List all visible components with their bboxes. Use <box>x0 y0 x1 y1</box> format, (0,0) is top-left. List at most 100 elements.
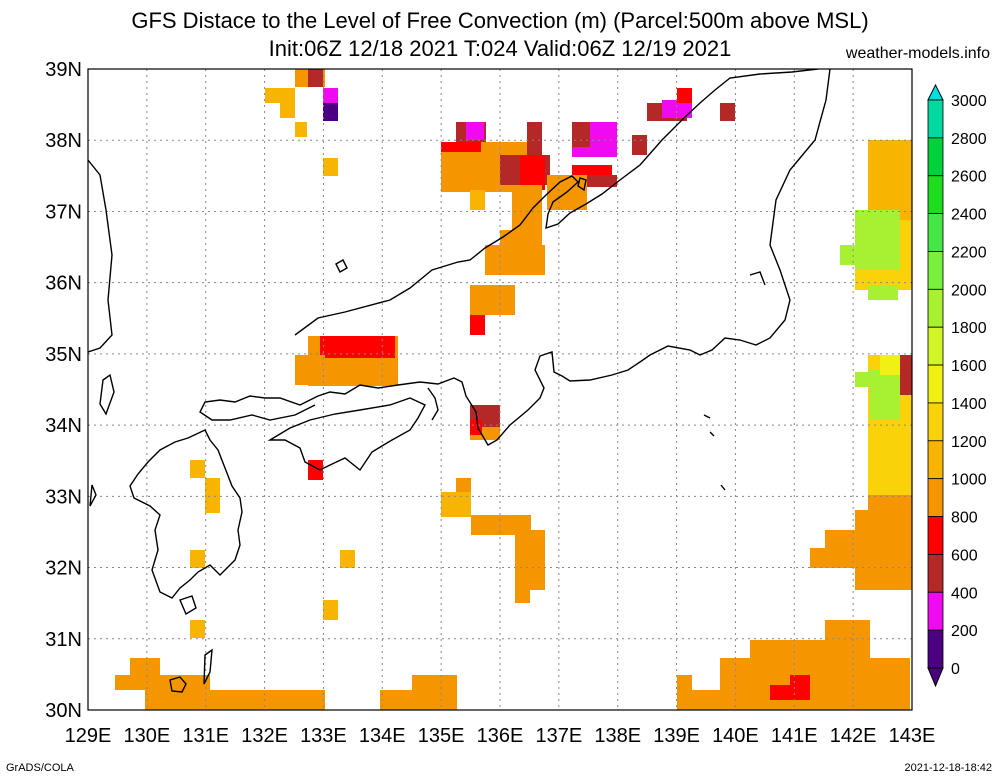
field-cell <box>308 69 323 87</box>
legend-label: 1800 <box>951 320 987 337</box>
field-cell <box>868 140 912 220</box>
oki-island-coastline <box>335 259 348 273</box>
field-cell <box>340 550 355 568</box>
field-cell <box>632 135 647 155</box>
field-cell <box>677 675 692 710</box>
lon-label: 130E <box>123 725 170 747</box>
kii-peninsula-coastline <box>427 387 439 421</box>
lat-label: 31N <box>45 629 82 651</box>
legend-label: 1400 <box>951 396 987 413</box>
lat-lon-grid <box>88 69 912 710</box>
field-cell <box>790 675 810 695</box>
field-cell <box>190 460 205 478</box>
field-cell <box>880 355 900 375</box>
izu-islands-coastline <box>703 414 726 491</box>
lon-label: 143E <box>889 725 936 747</box>
field-cell <box>320 336 395 358</box>
field-cell <box>572 122 590 147</box>
field-cell <box>527 122 542 157</box>
lon-label: 142E <box>830 725 877 747</box>
field-cell <box>520 155 545 190</box>
software-credit: GrADS/COLA <box>6 762 74 774</box>
lon-label: 129E <box>65 725 112 747</box>
lon-label: 136E <box>477 725 524 747</box>
legend-swatch <box>927 326 944 366</box>
legend-label: 800 <box>951 510 978 527</box>
lat-label: 34N <box>45 415 82 437</box>
legend-swatch <box>927 213 944 252</box>
site-credit: weather-models.info <box>845 45 990 62</box>
field-cell <box>500 230 530 260</box>
legend-label: 1000 <box>951 472 987 489</box>
lon-label: 131E <box>182 725 229 747</box>
legend-swatch <box>927 629 944 669</box>
korea-coastline <box>88 159 113 353</box>
legend-swatch <box>927 175 944 215</box>
legend-label: 0 <box>951 661 960 678</box>
color-legend: 3000280026002400220020001800160014001200… <box>927 83 987 688</box>
longitude-labels: 129E 130E 131E 132E 133E 134E 135E 136E 137E 138E… <box>65 725 936 747</box>
legend-swatch <box>927 554 944 593</box>
legend-swatch <box>927 440 944 480</box>
field-cell <box>515 530 545 590</box>
legend-swatch <box>927 99 944 139</box>
legend-label: 600 <box>951 547 978 564</box>
field-cell <box>470 315 485 335</box>
legend-swatch <box>927 137 944 177</box>
goto-islands-coastline <box>89 484 97 507</box>
legend-swatch <box>927 251 944 290</box>
lat-label: 35N <box>45 344 82 366</box>
sado-island-coastline <box>577 177 587 192</box>
field-cell <box>677 88 692 103</box>
lon-label: 132E <box>241 725 288 747</box>
field-cell <box>720 658 910 710</box>
lat-label: 32N <box>45 558 82 580</box>
field-cell <box>855 510 912 590</box>
legend-label: 2600 <box>951 169 987 186</box>
field-cell <box>662 100 692 118</box>
lat-label: 37N <box>45 201 82 223</box>
field-cell <box>470 285 515 315</box>
field-cell <box>323 88 338 103</box>
map-frame <box>87 68 913 711</box>
tsushima-coastline <box>99 373 115 416</box>
honshu-north-coastline <box>199 69 831 446</box>
shikoku-coastline <box>267 397 426 472</box>
field-cell <box>280 100 295 118</box>
field-cell <box>470 190 485 210</box>
boso-peninsula-coastline <box>749 271 766 286</box>
legend-label: 1600 <box>951 358 987 375</box>
legend-swatch <box>927 364 944 404</box>
legend-swatch <box>927 288 944 328</box>
lat-label: 30N <box>45 700 82 722</box>
legend-swatch <box>927 478 944 517</box>
legend-label: 1200 <box>951 434 987 451</box>
field-cell <box>295 355 325 385</box>
field-cell <box>900 355 912 395</box>
coastlines <box>88 69 831 693</box>
legend-label: 3000 <box>951 93 987 110</box>
lat-label: 36N <box>45 273 82 295</box>
latitude-labels: 39N 38N 37N 36N 35N 34N 33N 32N 31N 30N <box>45 59 82 722</box>
field-cell <box>295 122 307 137</box>
field-cell <box>870 370 900 420</box>
field-cell <box>810 548 855 568</box>
field-cell <box>412 675 457 710</box>
lat-label: 39N <box>45 59 82 81</box>
legend-label: 400 <box>951 585 978 602</box>
field-cell <box>323 600 338 620</box>
generated-timestamp: 2021-12-18-18:42 <box>904 762 992 774</box>
legend-label: 2000 <box>951 282 987 299</box>
field-cell <box>720 103 735 121</box>
lat-label: 38N <box>45 130 82 152</box>
yakushima-coastline <box>179 595 197 616</box>
legend-label: 200 <box>951 623 978 640</box>
legend-label: 2800 <box>951 131 987 148</box>
legend-label: 2400 <box>951 207 987 224</box>
lon-label: 139E <box>653 725 700 747</box>
field-cell <box>470 420 482 435</box>
honshu-west-coastline <box>294 69 819 336</box>
field-cell <box>466 122 484 140</box>
legend-swatch <box>927 402 944 442</box>
